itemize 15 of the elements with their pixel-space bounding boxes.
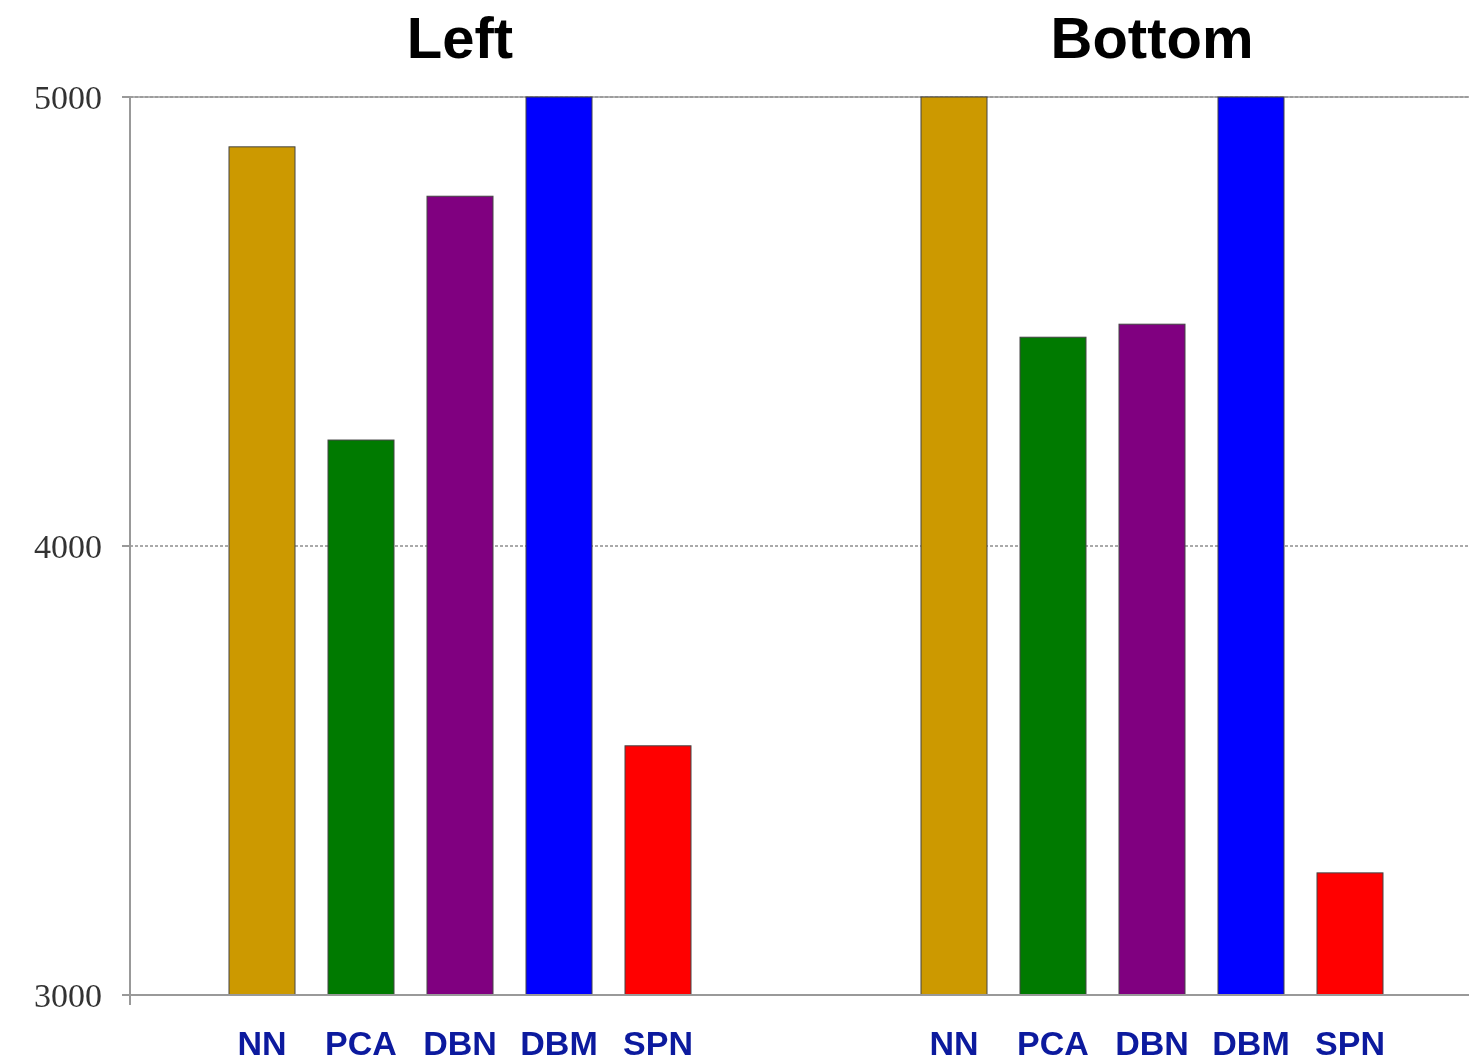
x-tick-label: SPN <box>623 1024 693 1060</box>
x-tick-label: SPN <box>1315 1024 1385 1060</box>
x-tick-label: NN <box>237 1024 287 1060</box>
y-tick-label: 4000 <box>34 527 102 565</box>
y-tick-label: 3000 <box>34 976 102 1014</box>
chart-title: Bottom <box>1050 5 1254 70</box>
x-tick-label: DBN <box>423 1024 497 1060</box>
x-tick-label: DBN <box>1115 1024 1189 1060</box>
x-tick-label: DBM <box>1212 1024 1290 1060</box>
y-tick-label: 5000 <box>34 78 102 116</box>
x-tick-label: DBM <box>520 1024 598 1060</box>
x-tick-label: PCA <box>1017 1024 1089 1060</box>
chart-title: Left <box>406 5 514 70</box>
x-tick-label: NN <box>929 1024 979 1060</box>
x-tick-label: PCA <box>325 1024 397 1060</box>
